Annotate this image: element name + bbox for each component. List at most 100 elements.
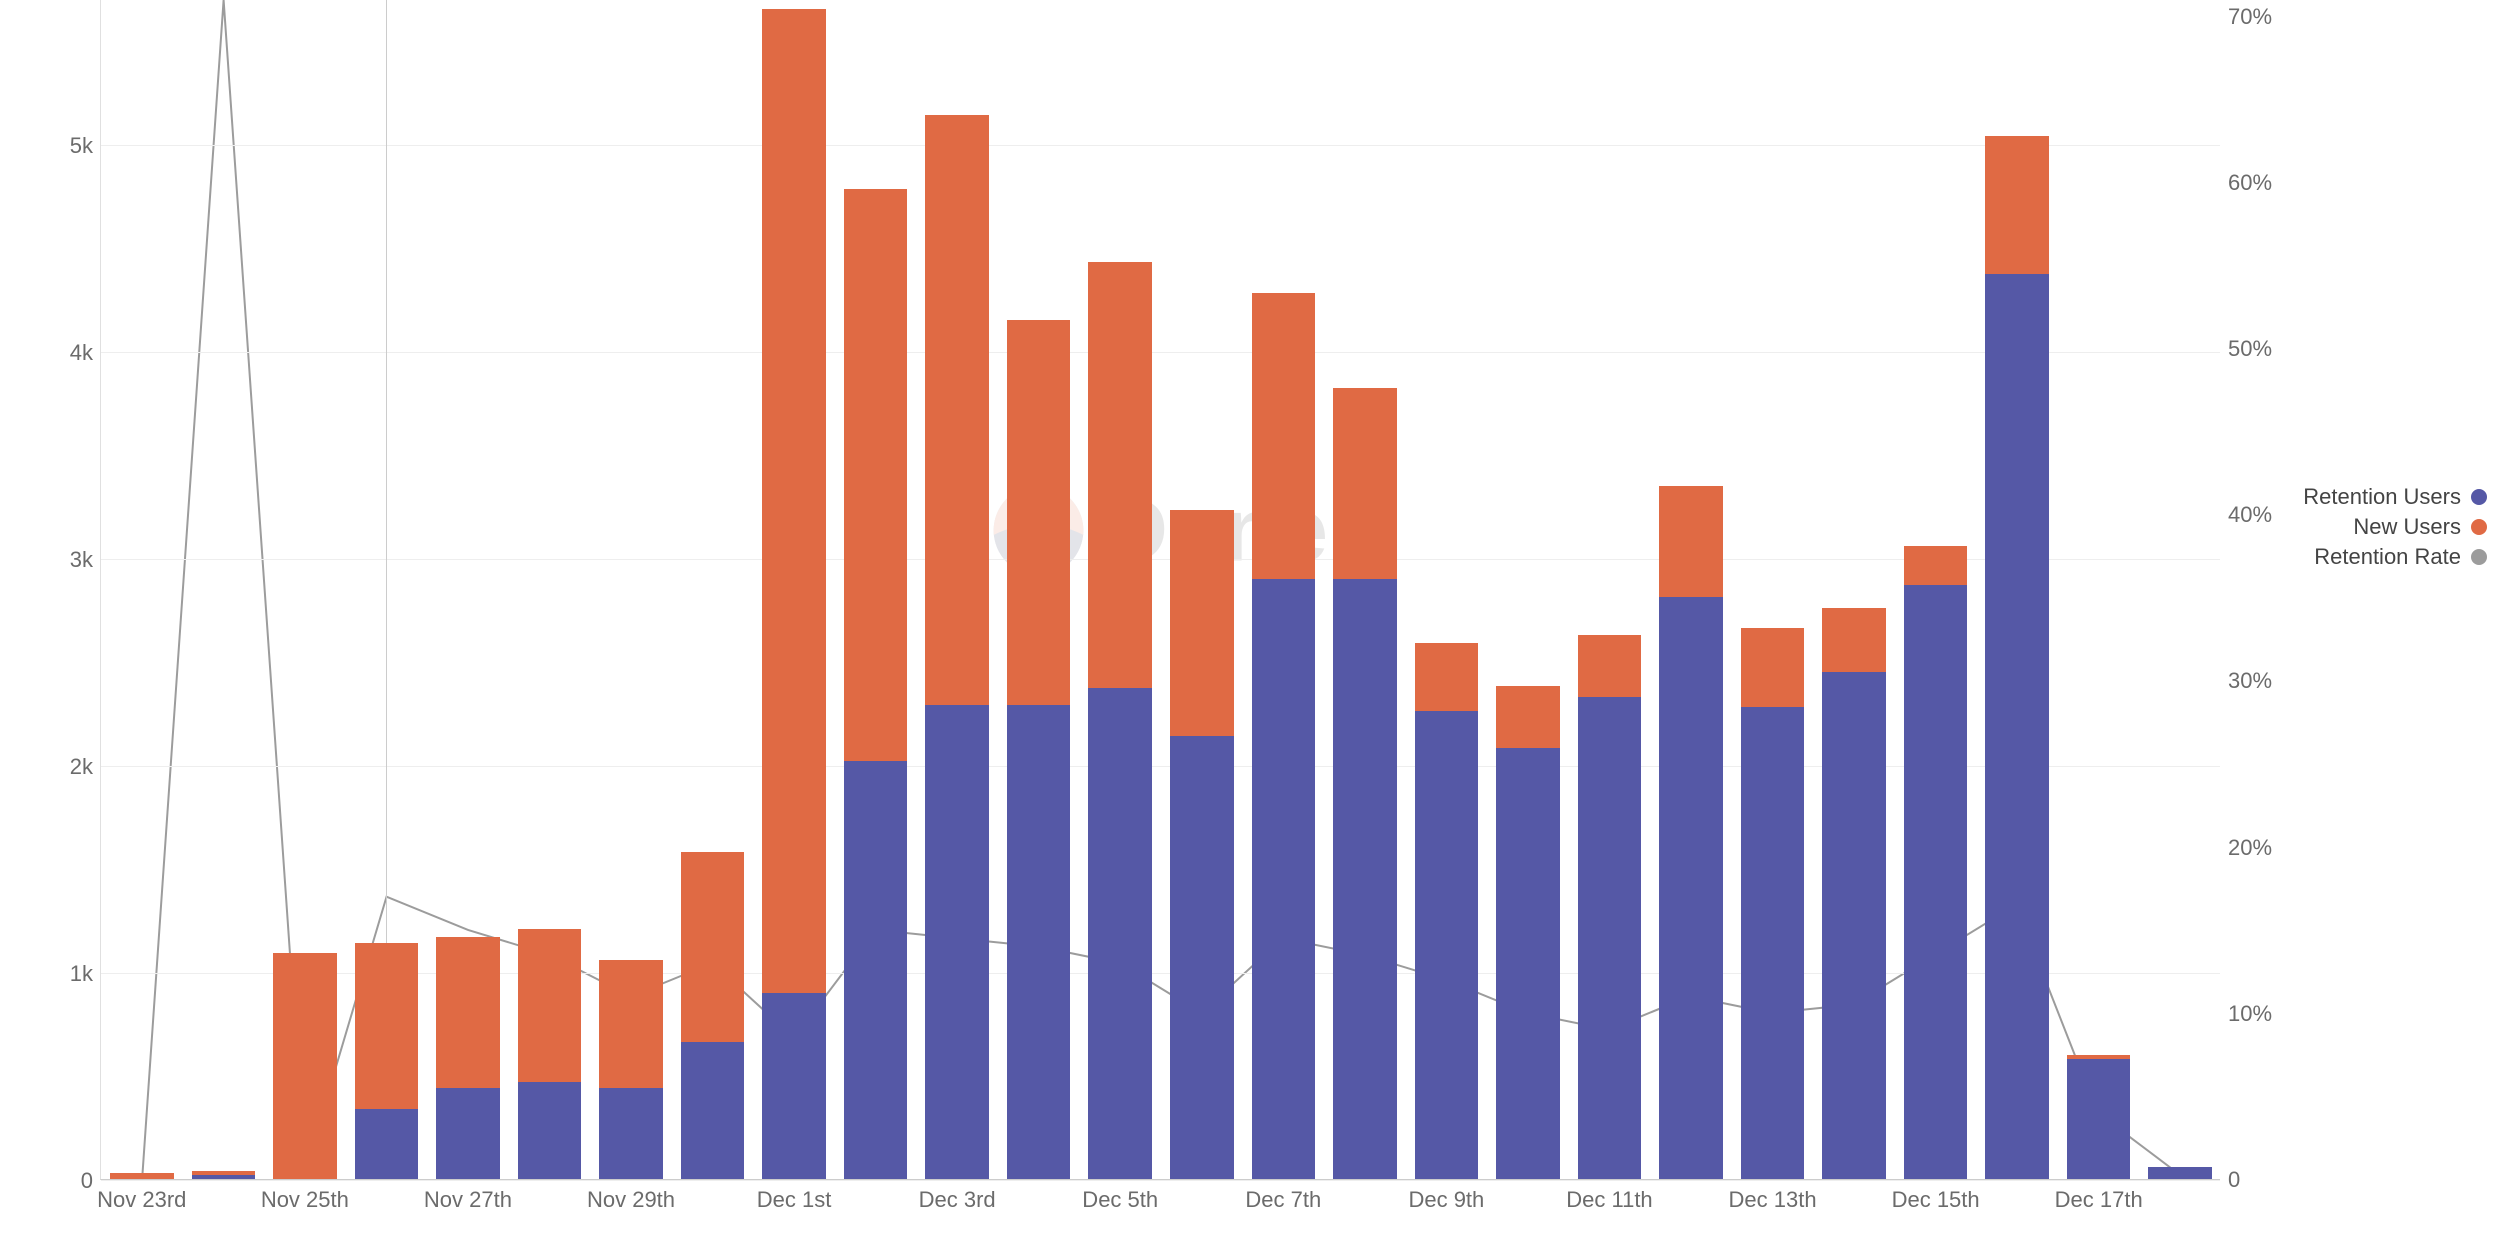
bar[interactable] [1170,510,1234,1179]
y-axis-right-tick-label: 0 [2228,1167,2240,1193]
bar-segment-new-users [1170,510,1234,736]
x-axis-tick-label: Nov 27th [424,1187,512,1213]
bar[interactable] [1333,388,1397,1179]
bar-segment-retention-users [1659,597,1723,1179]
bar-segment-retention-users [1007,705,1071,1179]
retention-rate-line [101,0,2220,1179]
bar-segment-retention-users [925,705,989,1179]
gridline: 5k [101,145,2220,146]
bar-segment-new-users [1252,293,1316,579]
bar-segment-retention-users [2067,1059,2131,1179]
bar-segment-new-users [273,953,337,1179]
y-axis-left-tick-label: 1k [70,961,93,987]
bar-segment-new-users [1007,320,1071,705]
bar-segment-retention-users [436,1088,500,1179]
x-axis-tick-label: Dec 13th [1729,1187,1817,1213]
bar[interactable] [1659,486,1723,1180]
bar-segment-new-users [844,189,908,760]
y-axis-left-tick-label: 3k [70,547,93,573]
y-axis-left-tick-label: 0 [81,1168,93,1194]
bar-segment-retention-users [355,1109,419,1179]
bar-segment-retention-users [762,993,826,1179]
legend-swatch-icon [2471,519,2487,535]
x-axis-tick-label: Dec 9th [1408,1187,1484,1213]
bar-segment-retention-users [1333,579,1397,1179]
bar[interactable] [1741,628,1805,1179]
legend-item-retention-users[interactable]: Retention Users [2303,484,2487,510]
bar-segment-new-users [1415,643,1479,711]
bar-segment-retention-users [518,1082,582,1179]
bar-segment-new-users [681,852,745,1042]
bar-segment-retention-users [1252,579,1316,1179]
bar-segment-retention-users [681,1042,745,1179]
y-axis-right-tick-label: 60% [2228,170,2272,196]
bar[interactable] [844,189,908,1179]
bar-segment-retention-users [1415,711,1479,1179]
bar[interactable] [355,943,419,1179]
gridline: 4k [101,352,2220,353]
bar-segment-new-users [518,929,582,1082]
x-axis-tick-label: Dec 7th [1245,1187,1321,1213]
bar[interactable] [1252,293,1316,1179]
bar[interactable] [1578,635,1642,1179]
legend-label: Retention Users [2303,484,2461,510]
bar[interactable] [192,1171,256,1179]
y-axis-right-tick-label: 20% [2228,835,2272,861]
bar[interactable] [1985,136,2049,1179]
x-axis-tick-label: Dec 1st [757,1187,832,1213]
y-axis-right-tick-label: 10% [2228,1001,2272,1027]
bar-segment-retention-users [2148,1167,2212,1179]
legend-item-retention-rate[interactable]: Retention Rate [2303,544,2487,570]
bar[interactable] [599,960,663,1179]
bar[interactable] [2067,1055,2131,1179]
legend-item-new-users[interactable]: New Users [2303,514,2487,540]
gridline: 0 [101,1180,2220,1181]
bar-segment-retention-users [1985,274,2049,1179]
x-axis-tick-label: Nov 23rd [97,1187,186,1213]
bar-segment-retention-users [1822,672,1886,1179]
bar-segment-new-users [355,943,419,1109]
bar[interactable] [1904,546,1968,1179]
bar-segment-retention-users [844,761,908,1179]
bar[interactable] [925,115,989,1179]
y-axis-left-tick-label: 2k [70,754,93,780]
bar-segment-new-users [1333,388,1397,578]
bar-segment-new-users [436,937,500,1088]
bar-segment-new-users [599,960,663,1088]
plot-area: Dune 01k2k3k4k5k010%20%30%40%50%60%70%No… [100,0,2220,1180]
bar-segment-new-users [925,115,989,705]
gridline: 3k [101,559,2220,560]
bar-segment-new-users [1496,686,1560,748]
bar-segment-new-users [1741,628,1805,707]
chart-container: Dune 01k2k3k4k5k010%20%30%40%50%60%70%No… [0,0,2493,1235]
bar-segment-retention-users [1578,697,1642,1179]
bar-segment-new-users [762,9,826,992]
bar-segment-retention-users [1741,707,1805,1179]
bar-segment-retention-users [1088,688,1152,1179]
bar-segment-retention-users [1496,748,1560,1179]
bar[interactable] [1007,320,1071,1179]
bar[interactable] [681,852,745,1179]
bar[interactable] [518,929,582,1179]
bar-segment-retention-users [1904,585,1968,1179]
bar[interactable] [2148,1167,2212,1179]
bar[interactable] [1496,686,1560,1179]
bar[interactable] [1415,643,1479,1179]
gridline: 1k [101,973,2220,974]
bar-segment-new-users [1578,635,1642,697]
legend-label: New Users [2353,514,2461,540]
legend: Retention Users New Users Retention Rate [2303,480,2487,574]
bar[interactable] [110,1173,174,1179]
bar[interactable] [436,937,500,1179]
bar[interactable] [762,9,826,1179]
y-axis-right-tick-label: 40% [2228,502,2272,528]
bar-segment-new-users [1659,486,1723,598]
bar[interactable] [273,953,337,1179]
gridline: 2k [101,766,2220,767]
bar[interactable] [1822,608,1886,1179]
bar-segment-new-users [1985,136,2049,275]
bar-segment-new-users [192,1171,256,1175]
x-axis-tick-label: Nov 25th [261,1187,349,1213]
legend-swatch-icon [2471,549,2487,565]
bar[interactable] [1088,262,1152,1179]
